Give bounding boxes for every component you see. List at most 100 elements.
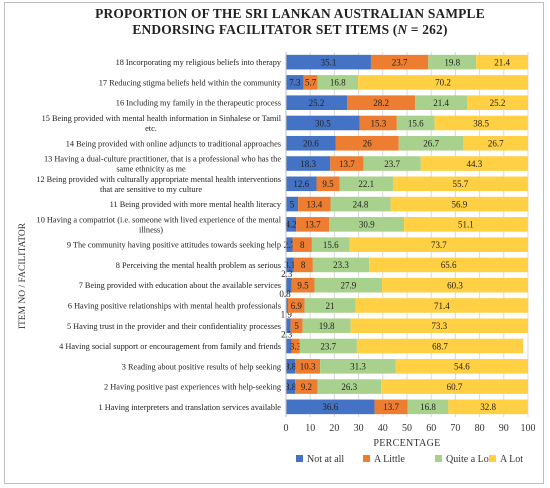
bar-segment <box>287 298 305 313</box>
data-label: 9.5 <box>322 179 334 189</box>
data-label: 5 <box>294 321 299 331</box>
bar-segment <box>302 318 351 334</box>
data-label: 60.3 <box>447 280 463 290</box>
category-label: 17 Reducing stigma beliefs held within t… <box>99 78 282 87</box>
bar-segment <box>369 257 528 273</box>
bar-segment <box>286 217 297 232</box>
data-label: 5 <box>290 199 295 209</box>
category-label: 3 Reading about positive results of help… <box>122 362 281 371</box>
data-label: 30.9 <box>359 220 375 230</box>
category-label: 13 Having a dual-culture practitioner, t… <box>44 155 281 164</box>
data-label: 3.8 <box>285 362 297 372</box>
x-tick-label: 0 <box>284 423 289 434</box>
bar-segment <box>286 338 292 354</box>
data-label: 10.3 <box>300 362 316 372</box>
bar-segment <box>320 359 396 374</box>
data-label: 73.7 <box>431 240 447 250</box>
bar-segment <box>293 257 313 273</box>
chart-title-line-2-text: ENDORSING FACILITATOR SET ITEMS (N = 262… <box>132 22 448 37</box>
category-label: 1 Having interpreters and translation se… <box>99 403 282 412</box>
x-tick-label: 50 <box>402 423 412 434</box>
bar-segment <box>299 338 357 354</box>
data-label: 26.7 <box>488 139 504 149</box>
bar-segment <box>330 156 364 171</box>
bar-segment <box>291 338 300 354</box>
bar-segment <box>317 379 382 394</box>
data-label: 16.8 <box>420 402 436 412</box>
category-label: that are sensitive to my culture <box>100 185 202 194</box>
category-label: 7 Being provided with education about th… <box>79 281 281 290</box>
bar-segment <box>398 135 464 151</box>
data-label: 23.7 <box>384 159 400 169</box>
bar-segment <box>428 54 477 70</box>
bar-segment <box>290 318 303 334</box>
bar-segment <box>286 318 291 334</box>
bar-segment <box>286 277 292 293</box>
data-label: 8 <box>301 260 306 270</box>
x-axis-label: PERCENTAGE <box>373 438 440 449</box>
bar-segment <box>476 54 528 70</box>
bar-segment <box>346 95 416 110</box>
bar-segment <box>286 176 317 192</box>
data-label: 6.9 <box>291 301 303 311</box>
bar-segment <box>363 156 421 171</box>
data-label: 28.2 <box>373 98 389 108</box>
data-label: 19.8 <box>444 57 460 67</box>
data-label: 31.3 <box>350 362 366 372</box>
legend-swatch <box>435 455 442 462</box>
bar-segment <box>404 217 528 232</box>
bar-segment <box>303 75 318 90</box>
bar-segment <box>395 359 528 374</box>
category-label: 2 Having positive past experiences with … <box>104 383 281 392</box>
bar-segment <box>374 399 408 415</box>
legend-label: A Little <box>374 454 405 465</box>
bar-segment <box>286 135 336 151</box>
bar-segment <box>396 115 435 131</box>
bar-segment <box>407 399 449 415</box>
data-label: 23.7 <box>320 341 336 351</box>
data-label: 73.3 <box>431 321 447 331</box>
data-label: 38.5 <box>473 118 489 128</box>
data-label: 68.7 <box>432 341 448 351</box>
data-label: 2.3 <box>281 269 293 279</box>
category-label: 14 Being provided with online adjuncts t… <box>66 139 281 148</box>
legend-swatch <box>489 455 496 462</box>
data-label: 8 <box>300 240 305 250</box>
bar-segment <box>292 237 312 252</box>
bar-segment <box>349 237 528 252</box>
data-label: 9.2 <box>301 382 312 392</box>
category-label: same ethnicity as me <box>116 165 186 174</box>
x-tick-label: 70 <box>450 423 460 434</box>
bar-segment <box>420 156 528 171</box>
bar-segment <box>355 298 529 313</box>
category-label: 15 Being provided with mental health inf… <box>42 114 282 123</box>
data-label: 1.9 <box>281 309 293 319</box>
x-tick-label: 80 <box>475 423 485 434</box>
category-label: 6 Having positive relationships with men… <box>68 301 281 310</box>
bar-segment <box>286 196 299 212</box>
bar-segment <box>329 217 405 232</box>
data-label: 3.8 <box>285 382 297 392</box>
chart-plot: 0 10 20 30 40 50 60 70 80 90 100 PERCENTAGE 18 Incor… <box>36 52 536 465</box>
bar-segment <box>296 217 330 232</box>
data-label: 36.6 <box>322 402 338 412</box>
data-label: 3.1 <box>284 260 295 270</box>
bar-segment <box>286 379 296 394</box>
data-label: 9.5 <box>297 280 309 290</box>
data-label: 26 <box>363 139 373 149</box>
x-tick-label: 90 <box>499 423 509 434</box>
chart-title-line-2: ENDORSING FACILITATOR SET ITEMS (N = 262… <box>65 22 515 38</box>
data-label: 35.1 <box>321 57 337 67</box>
bar-segment <box>311 237 350 252</box>
data-label: 13.7 <box>339 159 355 169</box>
data-label: 70.2 <box>435 78 451 88</box>
bar-segment <box>286 115 360 131</box>
data-label: 21.4 <box>433 98 449 108</box>
data-label: 2.7 <box>284 240 296 250</box>
data-label: 51.1 <box>458 220 474 230</box>
data-label: 0.8 <box>279 289 291 299</box>
data-label: 25.2 <box>490 98 506 108</box>
x-tick-label: 10 <box>305 423 315 434</box>
data-label: 3.3 <box>290 341 302 351</box>
data-label: 65.6 <box>441 260 457 270</box>
